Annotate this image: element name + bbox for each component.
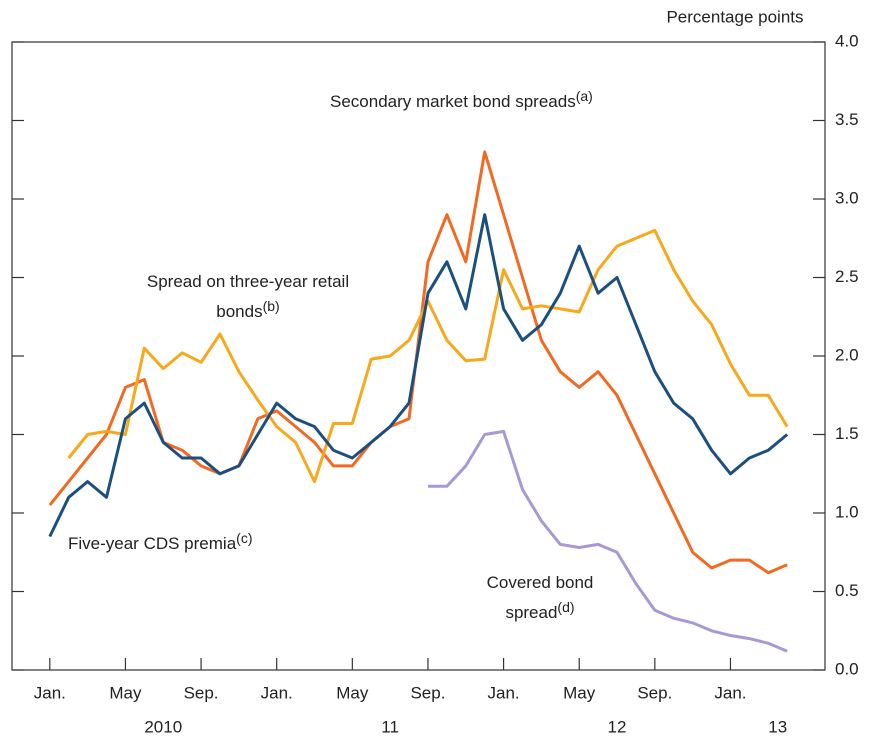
y-tick-label: 0.5 [835,581,859,600]
series-line [428,429,788,653]
x-tick-label: Jan. [34,683,66,702]
x-tick-label: Jan. [714,683,746,702]
year-label: 12 [608,717,627,736]
x-tick-label: Sep. [637,683,672,702]
year-label: 13 [768,717,787,736]
y-tick-label: 1.5 [835,424,859,443]
y-tick-label: 4.0 [835,31,859,50]
x-tick-label: May [563,683,596,702]
series-note: (d) [557,599,575,615]
series-line [48,213,789,538]
y-tick-label: 2.5 [835,267,859,286]
series-line [48,150,788,575]
x-tick-label: Jan. [261,683,293,702]
series-label: Five-year CDS premia(c) [68,529,252,559]
x-tick-label: May [109,683,142,702]
series-label-text: Five-year CDS premia [68,534,237,553]
y-tick-label: 3.0 [835,188,859,207]
series-label: Covered bond spread(d) [455,568,625,628]
series-label-text: Covered bond spread [486,573,594,622]
y-tick-label: 0.0 [835,659,859,678]
y-tick-label: 1.0 [835,502,859,521]
y-axis-label: Percentage points [666,7,803,26]
series-label: Spread on three-year retail bonds(b) [128,267,368,327]
y-tick-label: 3.5 [835,110,859,129]
x-tick-label: Sep. [410,683,445,702]
x-tick-label: May [336,683,369,702]
series-label-text: Secondary market bond spreads [330,92,576,111]
x-tick-label: Sep. [184,683,219,702]
series-label: Secondary market bond spreads(a) [330,87,593,117]
series-note: (b) [262,298,280,314]
y-tick-label: 2.0 [835,345,859,364]
series-note: (c) [236,530,253,546]
year-label: 11 [381,717,399,736]
x-tick-label: Jan. [488,683,520,702]
series-note: (a) [575,88,593,104]
year-label: 2010 [144,717,182,736]
series-label-text: Spread on three-year retail bonds [146,272,350,321]
